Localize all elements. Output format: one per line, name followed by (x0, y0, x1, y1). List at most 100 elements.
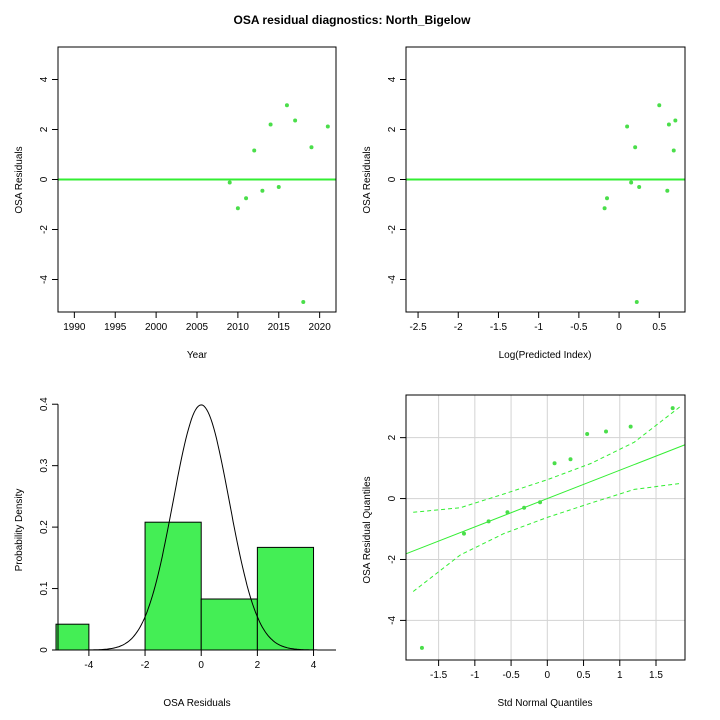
x-tick-label: 0.5 (652, 322, 666, 333)
x-tick-label: -1 (470, 670, 479, 681)
qq-reference-line (405, 444, 686, 555)
x-tick-label: 1 (617, 670, 623, 681)
y-tick-label: 4 (387, 76, 398, 82)
x-tick-label: -1 (534, 322, 543, 333)
y-tick-label: 2 (387, 434, 398, 440)
y-tick-label: -4 (387, 616, 398, 625)
normal-density-curve (58, 404, 336, 651)
y-tick-label: 0 (39, 647, 50, 653)
x-tick-label: -2 (141, 660, 150, 671)
data-point (538, 500, 543, 505)
histogram-bar (55, 623, 90, 651)
x-tick-label: 2 (255, 660, 261, 671)
data-point (605, 196, 610, 201)
y-tick-label: 2 (39, 126, 50, 132)
x-tick-label: 0.5 (577, 670, 591, 681)
figure-title: OSA residual diagnostics: North_Bigelow (234, 13, 472, 27)
data-point (486, 519, 491, 524)
data-point (585, 431, 590, 436)
data-point (284, 103, 289, 108)
x-axis-label: OSA Residuals (163, 698, 230, 709)
y-axis-label: OSA Residual Quantiles (362, 476, 373, 583)
histogram-bar (200, 598, 258, 651)
y-tick-label: 0.3 (39, 458, 50, 472)
data-point (276, 185, 281, 189)
x-axis-label: Log(Predicted Index) (499, 350, 592, 361)
x-axis-label: Std Normal Quantiles (497, 698, 592, 709)
data-point (633, 145, 638, 150)
x-tick-label: 0 (198, 660, 204, 671)
data-point (244, 196, 249, 201)
x-axis-label: Year (187, 350, 208, 361)
data-point (301, 300, 306, 304)
x-tick-label: 4 (311, 660, 317, 671)
y-tick-label: 4 (39, 76, 50, 82)
y-tick-label: 0.1 (39, 581, 50, 595)
confidence-band-lower (412, 482, 682, 592)
panel-residuals-vs-log-predicted: -2.5 -2 -1.5 -1 -0.5 0 0.5 -4 -2 0 2 4 Log(Predicte… (362, 46, 686, 361)
data-point (657, 103, 662, 108)
y-tick-label: -4 (39, 275, 50, 284)
y-tick-label: 0.4 (39, 397, 50, 411)
data-point (325, 124, 330, 129)
data-point (634, 300, 639, 304)
y-tick-label: 0 (387, 176, 398, 182)
x-tick-label: 0 (545, 670, 551, 681)
data-point (419, 645, 424, 650)
y-tick-label: 2 (387, 126, 398, 132)
data-point (666, 122, 671, 127)
data-point (227, 180, 232, 185)
data-point (637, 185, 642, 189)
x-tick-label: 2010 (227, 322, 250, 333)
x-tick-label: 2000 (145, 322, 168, 333)
data-point (235, 206, 240, 211)
y-tick-label: -4 (387, 275, 398, 284)
x-tick-label: -0.5 (502, 670, 520, 681)
x-tick-label: 0 (616, 322, 622, 333)
data-point (628, 424, 633, 429)
data-point (522, 505, 527, 510)
y-tick-label: -2 (387, 225, 398, 234)
y-axis-label: OSA Residuals (14, 146, 25, 213)
x-tick-label: -4 (84, 660, 93, 671)
data-point (671, 148, 676, 153)
data-point (670, 406, 675, 411)
data-point (268, 122, 273, 127)
data-point (602, 206, 607, 211)
x-tick-label: -2.5 (409, 322, 427, 333)
data-point (629, 180, 634, 185)
y-tick-label: -2 (39, 225, 50, 234)
data-point (293, 118, 298, 123)
x-tick-label: 1.5 (649, 670, 663, 681)
x-tick-label: 2015 (268, 322, 291, 333)
confidence-band-upper (413, 405, 682, 513)
data-point (260, 188, 265, 193)
data-point (665, 188, 670, 193)
y-tick-label: 0.2 (39, 520, 50, 534)
y-tick-label: -2 (387, 555, 398, 564)
histogram-bar (144, 521, 202, 651)
y-tick-label: 0 (39, 176, 50, 182)
y-axis-label: OSA Residuals (362, 146, 373, 213)
x-tick-label: -1.5 (490, 322, 508, 333)
x-tick-label: 1995 (104, 322, 127, 333)
data-point (309, 145, 314, 150)
y-axis-label: Probability Density (14, 489, 25, 572)
data-point (552, 461, 557, 466)
data-point (505, 510, 510, 515)
data-point (461, 531, 466, 536)
data-point (568, 457, 573, 462)
x-tick-label: -0.5 (570, 322, 588, 333)
y-tick-label: 0 (387, 495, 398, 501)
x-tick-label: -1.5 (430, 670, 448, 681)
x-tick-label: 2020 (309, 322, 332, 333)
data-point (604, 429, 609, 434)
panel-qq-plot: -1.5 -1 -0.5 0 0.5 1 1.5 -4 -2 0 2 Std Normal Quan… (362, 394, 686, 709)
histogram-bar (256, 546, 315, 651)
x-tick-label: 1990 (63, 322, 86, 333)
x-tick-label: -2 (454, 322, 463, 333)
data-point (252, 148, 257, 153)
data-point (673, 118, 678, 123)
data-point (625, 124, 630, 129)
